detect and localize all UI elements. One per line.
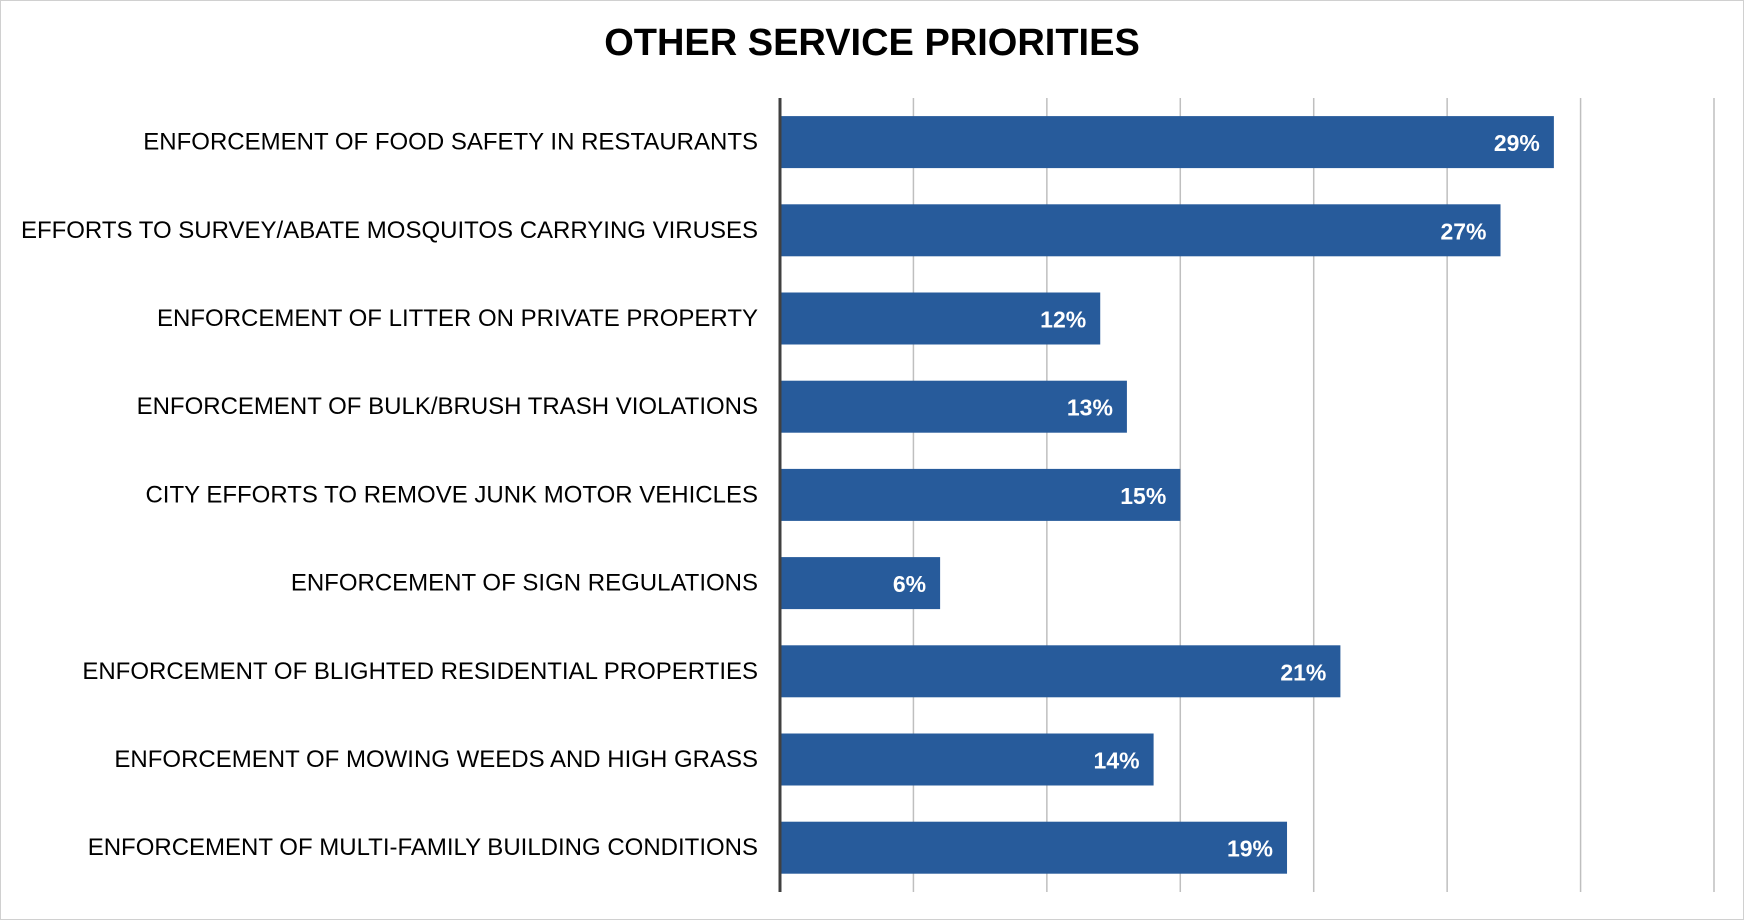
bar	[780, 645, 1341, 698]
category-label: ENFORCEMENT OF LITTER ON PRIVATE PROPERT…	[157, 305, 758, 332]
bar	[780, 292, 1101, 345]
category-label: ENFORCEMENT OF MOWING WEEDS AND HIGH GRA…	[114, 746, 758, 773]
data-label: 29%	[1494, 130, 1540, 156]
data-label: 19%	[1227, 836, 1273, 862]
data-label: 21%	[1280, 659, 1326, 685]
category-label: ENFORCEMENT OF BLIGHTED RESIDENTIAL PROP…	[82, 658, 758, 685]
bar	[780, 380, 1127, 433]
bar	[780, 557, 941, 610]
bar	[780, 116, 1554, 169]
category-label: ENFORCEMENT OF MULTI-FAMILY BUILDING CON…	[88, 834, 758, 861]
category-label: ENFORCEMENT OF SIGN REGULATIONS	[291, 570, 758, 597]
data-label: 12%	[1040, 307, 1086, 333]
bar	[780, 468, 1181, 521]
data-label: 14%	[1094, 748, 1140, 774]
category-label: ENFORCEMENT OF FOOD SAFETY IN RESTAURANT…	[143, 129, 758, 156]
bar	[780, 733, 1154, 786]
category-labels: ENFORCEMENT OF FOOD SAFETY IN RESTAURANT…	[21, 129, 758, 862]
category-label: ENFORCEMENT OF BULK/BRUSH TRASH VIOLATIO…	[137, 393, 758, 420]
category-label: CITY EFFORTS TO REMOVE JUNK MOTOR VEHICL…	[145, 481, 758, 508]
bar	[780, 821, 1288, 874]
data-label: 6%	[893, 571, 926, 597]
data-label: 13%	[1067, 395, 1113, 421]
data-label: 27%	[1440, 218, 1486, 244]
value-labels: 29% 27% 12% 13% 15% 6% 21% 14% 19%	[893, 130, 1540, 862]
data-label: 15%	[1120, 483, 1166, 509]
bars	[780, 116, 1554, 874]
chart-title: OTHER SERVICE PRIORITIES	[604, 22, 1140, 64]
bar	[780, 204, 1501, 257]
category-label: EFFORTS TO SURVEY/ABATE MOSQUITOS CARRYI…	[21, 217, 758, 244]
